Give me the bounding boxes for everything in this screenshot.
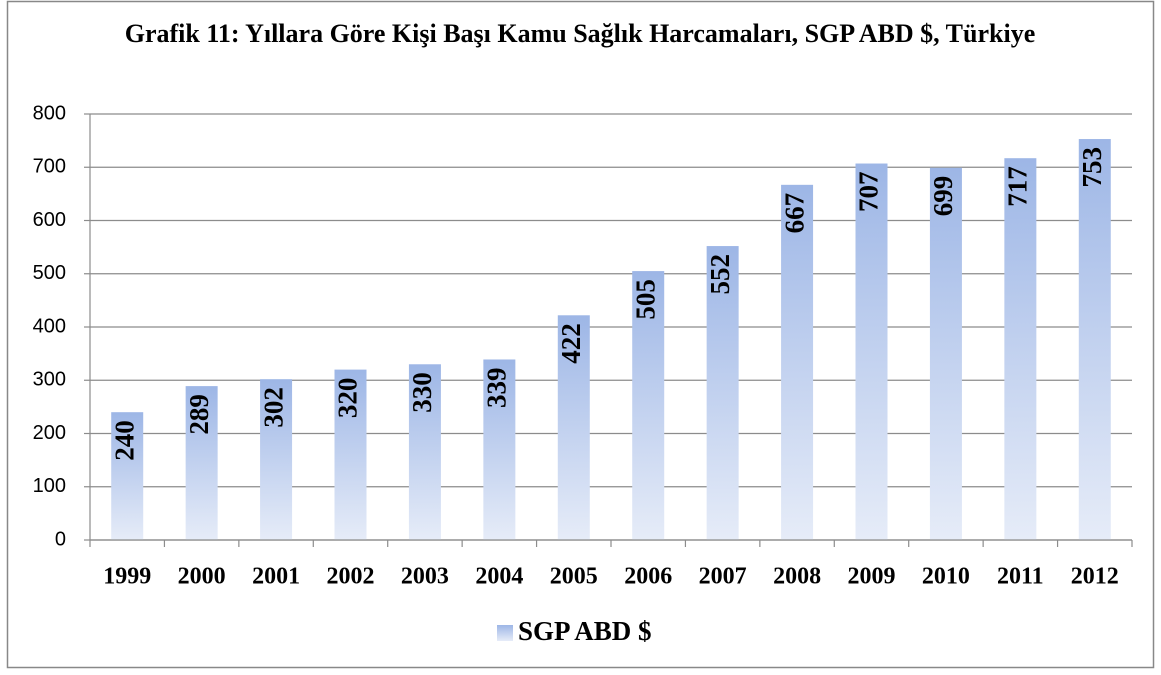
y-tick-label: 100 (33, 475, 66, 497)
x-tick-label: 2002 (327, 564, 375, 590)
x-tick-label: 2012 (1071, 564, 1119, 590)
bar (706, 246, 739, 540)
y-tick-label: 600 (33, 209, 66, 231)
value-label: 753 (1077, 147, 1107, 188)
chart-border (6, 0, 1155, 669)
value-label: 330 (407, 372, 437, 413)
y-tick-label: 300 (33, 369, 66, 391)
bar (929, 167, 962, 540)
bar (781, 184, 814, 540)
x-tick-label: 2007 (699, 564, 747, 590)
value-label: 320 (333, 378, 363, 419)
x-tick-label: 2004 (475, 564, 523, 590)
bar (1004, 158, 1037, 540)
value-label: 422 (556, 323, 586, 364)
value-label: 240 (109, 420, 139, 461)
value-label: 717 (1003, 166, 1033, 207)
x-tick-label: 2003 (401, 564, 449, 590)
bar (408, 364, 441, 540)
x-tick-label: 2010 (922, 564, 970, 590)
x-tick-label: 2011 (997, 564, 1044, 590)
value-label: 339 (482, 367, 512, 408)
y-tick-label: 400 (33, 315, 66, 337)
x-tick-label: 1999 (103, 564, 151, 590)
bar (260, 379, 293, 540)
y-tick-label: 0 (55, 528, 66, 550)
y-tick-label: 500 (33, 262, 66, 284)
value-label: 707 (854, 172, 884, 213)
value-label: 505 (630, 279, 660, 320)
legend-swatch (497, 625, 513, 641)
x-tick-label: 2000 (178, 564, 226, 590)
bar (632, 271, 665, 540)
x-tick-label: 2008 (773, 564, 821, 590)
x-tick-label: 2009 (848, 564, 896, 590)
chart-title: Grafik 11: Yıllara Göre Kişi Başı Kamu S… (124, 19, 1036, 48)
value-label: 699 (928, 176, 958, 217)
bar (483, 359, 516, 540)
value-label: 289 (184, 394, 214, 435)
bar (1078, 139, 1111, 540)
bar (334, 369, 367, 540)
value-label: 302 (258, 387, 288, 428)
x-tick-label: 2006 (624, 564, 672, 590)
value-label: 552 (705, 254, 735, 295)
x-tick-label: 2001 (252, 564, 300, 590)
bar (557, 315, 590, 540)
y-tick-label: 800 (33, 102, 66, 124)
y-tick-label: 200 (33, 422, 66, 444)
y-tick-label: 700 (33, 156, 66, 178)
x-tick-label: 2005 (550, 564, 598, 590)
bar (185, 386, 218, 540)
value-label: 667 (779, 193, 809, 234)
bar (855, 163, 888, 540)
legend-label: SGP ABD $ (518, 616, 652, 646)
bar (111, 412, 144, 540)
